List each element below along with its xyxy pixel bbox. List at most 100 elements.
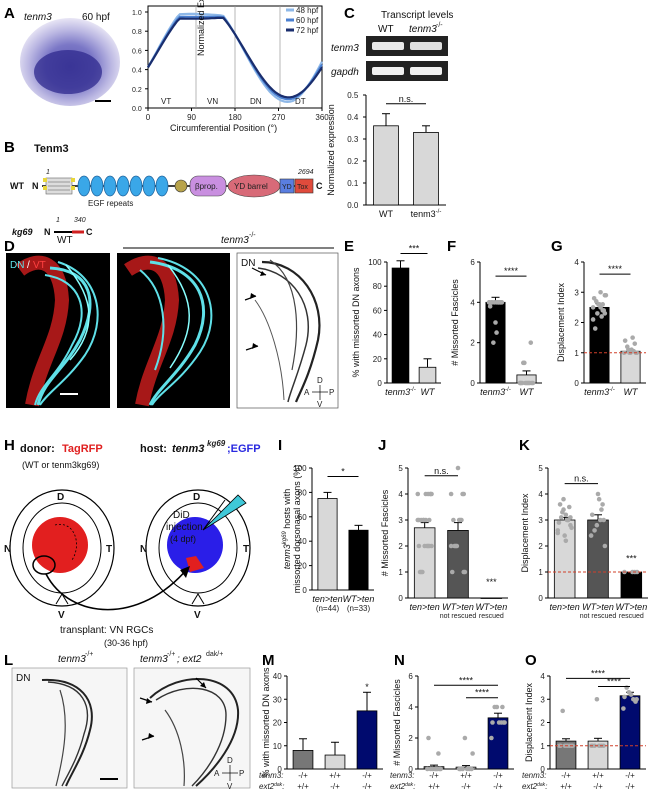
data-point	[589, 512, 595, 518]
h-did1: DiD	[173, 510, 190, 521]
ytick-label: 1	[398, 568, 403, 577]
significance-label: n.s.	[574, 474, 589, 484]
m-bar-chart: 0 10 20 30 40% with missorted DN axons * tenm3…	[259, 667, 383, 791]
data-point	[622, 338, 628, 343]
data-point	[602, 292, 608, 298]
bar-2	[620, 571, 643, 599]
x-tick-label: tenm3-/-	[480, 387, 511, 397]
genotype-ext2-value: -/+	[625, 782, 635, 791]
transplant-diagram	[9, 489, 251, 611]
h-host: host:	[140, 443, 167, 455]
x-tick-label: ten>ten	[550, 602, 580, 612]
genotype-colon: :	[282, 782, 284, 791]
genotype-row1-label: tenm3:	[522, 771, 546, 780]
data-point	[453, 543, 459, 549]
ytick-label: 4	[470, 298, 475, 307]
data-point	[626, 689, 632, 695]
x-tick-sup: -/-	[410, 387, 416, 393]
l-compass-p: P	[239, 769, 244, 778]
data-point	[470, 751, 475, 756]
data-point	[460, 491, 465, 497]
eye-in-situ-image	[20, 6, 122, 112]
ytick-label: 3	[540, 695, 545, 704]
data-point	[561, 496, 566, 502]
expression-line-chart: VT VN DN DT 0.0 0.2 0.4 0.6 0.8 1.0 0 90 180 270…	[132, 0, 329, 133]
data-point	[595, 491, 601, 497]
data-point	[422, 543, 427, 549]
ytick-label: 100	[368, 258, 382, 267]
data-point	[590, 305, 596, 310]
x-sub-label: rescued	[619, 613, 644, 620]
l-dn: DN	[16, 673, 30, 684]
data-point	[493, 320, 498, 325]
ytick-label: 0	[470, 379, 475, 388]
data-point	[425, 766, 430, 772]
ytick-label: 20	[298, 562, 307, 571]
i-bar-chart: 0 20 40 60 80 100 * ten>ten WT>ten(n=44) (n=33) te…	[282, 464, 374, 613]
n-label: (n=44)	[316, 604, 340, 613]
l-compass-d: D	[227, 756, 233, 765]
data-point	[415, 517, 421, 523]
data-point	[524, 380, 529, 386]
d-vt-label: VT	[33, 260, 46, 271]
a-ylabel: Normalized Expression	[196, 0, 206, 56]
data-point	[418, 569, 424, 575]
ytick-label: 40	[373, 331, 382, 340]
c-mut: tenm3	[409, 24, 437, 35]
ytick-label: 0.5	[347, 91, 359, 100]
genotype-gene: ext2	[259, 782, 275, 791]
ytick-label: 4	[538, 490, 543, 499]
data-point	[600, 302, 606, 307]
significance-label: n.s.	[434, 466, 449, 476]
data-point	[621, 706, 626, 711]
data-point	[602, 543, 608, 549]
bar-1	[324, 754, 346, 770]
significance-label: ***	[409, 244, 420, 254]
panel-label-l: L	[4, 652, 13, 669]
gel-image	[366, 36, 448, 81]
panel-label-c: C	[344, 5, 355, 22]
bar-1	[348, 529, 369, 591]
significance-label: ****	[591, 668, 606, 678]
x-tick-sup: -/-	[436, 209, 442, 215]
allele-start: 1	[56, 217, 60, 224]
genotype-tenm3-value: +/+	[592, 771, 604, 780]
significance-label: *	[341, 467, 345, 477]
a-legend: 48 hpf 60 hpf 72 hpf	[286, 6, 319, 35]
i-ylabel-line2: missorted dorsonasal axons (%)	[292, 465, 302, 594]
data-point	[492, 704, 497, 710]
data-point	[425, 543, 431, 549]
panel-label-f: F	[447, 238, 456, 255]
data-point	[528, 340, 534, 345]
y-axis-label: # Missorted Fascicles	[392, 679, 402, 766]
h-host-marker: ;EGFP	[227, 443, 261, 455]
data-point	[563, 538, 569, 544]
ytick-label: 60	[298, 513, 307, 522]
y-axis-label: % with missorted DN axons	[261, 667, 271, 778]
d-wt: WT	[57, 235, 73, 246]
data-point	[457, 517, 463, 523]
ytick-label: 2	[540, 719, 545, 728]
legend-72: 72 hpf	[296, 26, 319, 35]
genotype-sup: dak	[537, 782, 546, 788]
c-gene2: gapdh	[331, 67, 359, 78]
ytick-label: 20	[273, 719, 282, 728]
data-point	[448, 543, 454, 549]
e-bar-chart: 0 20 40 60 80 100 % with missorted DN axons ***…	[351, 244, 441, 397]
data-point	[594, 696, 600, 702]
series-line-72-hpf	[147, 16, 323, 99]
egf-repeat	[116, 175, 130, 197]
a-ytick-label: 0.0	[132, 106, 142, 113]
data-point	[560, 509, 565, 515]
domain-bprop: βprop.	[195, 182, 218, 191]
y-axis-label: Displacement Index	[524, 682, 534, 762]
h-v-left: V	[58, 610, 65, 621]
x-tick-label: ten>ten	[410, 602, 440, 612]
l-left-sup: -/+	[85, 651, 93, 658]
data-point	[563, 512, 569, 518]
genotype-row2-label: ext2dak:	[390, 782, 415, 791]
data-point	[597, 302, 602, 307]
l-left-title: tenm3	[58, 654, 86, 665]
ytick-label: 5	[538, 464, 543, 473]
ytick-label: 60	[373, 306, 382, 315]
